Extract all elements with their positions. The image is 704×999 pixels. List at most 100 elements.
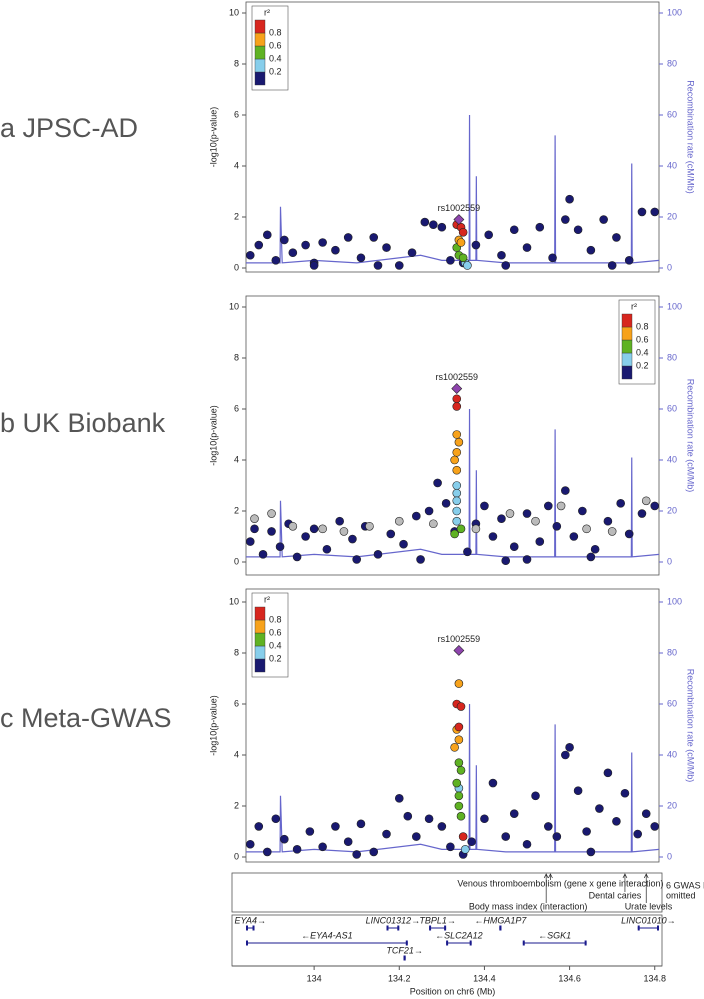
- snp-point: [590, 544, 600, 554]
- snp-point: [458, 832, 468, 841]
- lead-snp-label: rs1002559: [438, 634, 481, 644]
- snp-point: [480, 814, 489, 824]
- y2-tick-label: 60: [667, 109, 677, 119]
- snp-point: [452, 430, 462, 439]
- legend-swatch: [621, 339, 633, 354]
- gene-label: TBPL1→: [419, 915, 456, 925]
- snp-point: [452, 448, 462, 457]
- snp-point: [552, 832, 562, 841]
- snp-point: [535, 537, 545, 546]
- x-tick-label: 134.6: [558, 973, 581, 983]
- snp-point: [650, 501, 660, 511]
- snp-point: [480, 501, 489, 511]
- snp-point: [501, 261, 511, 270]
- snp-point: [382, 243, 391, 252]
- snp-point: [356, 253, 366, 263]
- snp-point: [420, 217, 430, 227]
- snp-point: [607, 261, 617, 270]
- snp-point: [548, 253, 557, 263]
- snp-point: [429, 519, 438, 529]
- recombination-line: [246, 408, 660, 558]
- snp-point: [586, 245, 596, 255]
- snp-point: [552, 521, 562, 531]
- snp-point: [454, 791, 464, 801]
- y2-tick-label: 60: [667, 403, 677, 413]
- snp-point: [267, 527, 276, 536]
- snp-point: [456, 811, 466, 821]
- y2-tick-label: 80: [667, 58, 677, 68]
- snp-point: [275, 542, 285, 552]
- legend-tick-label: 0.8: [636, 321, 649, 331]
- snp-point: [454, 758, 464, 767]
- snp-point: [620, 788, 630, 798]
- y-axis-label: -log10(p-value): [208, 107, 218, 168]
- snp-point: [650, 207, 660, 217]
- snp-point: [318, 842, 327, 852]
- snp-point: [497, 514, 506, 523]
- gene-label: ←SGK1: [538, 930, 571, 940]
- legend-swatch: [254, 645, 266, 660]
- gwas-label: Venous thromboembolism (gene x gene inte…: [457, 878, 663, 888]
- y2-tick-label: 80: [667, 352, 677, 362]
- snp-point: [460, 845, 470, 854]
- snp-point: [569, 532, 579, 541]
- snp-point: [463, 261, 472, 270]
- y-tick-label: 8: [234, 647, 239, 657]
- y2-tick-label: 40: [667, 454, 677, 464]
- y2-tick-label: 80: [667, 647, 677, 657]
- snp-point: [267, 509, 276, 518]
- y2-axis-label: Recombination rate (cM/Mb): [686, 669, 696, 783]
- legend-title: r²: [264, 594, 270, 604]
- snp-point: [637, 509, 647, 518]
- snp-point: [446, 256, 455, 265]
- gene-exon: [429, 925, 432, 931]
- x-tick-label: 134.2: [388, 973, 411, 983]
- snp-point: [292, 845, 302, 854]
- snp-point: [352, 555, 362, 564]
- snp-point: [612, 233, 621, 242]
- snp-point: [452, 496, 462, 506]
- panel-label: b UK Biobank: [0, 408, 166, 438]
- snp-point: [450, 529, 459, 539]
- legend-tick-label: 0.8: [269, 27, 282, 37]
- panel-label: c Meta-GWAS: [0, 703, 172, 733]
- snp-point: [454, 437, 464, 447]
- snp-point: [624, 529, 634, 539]
- y-axis-label: -log10(p-value): [208, 405, 218, 466]
- snp-point: [454, 801, 464, 811]
- snp-point: [309, 261, 319, 270]
- gene-label: ←HMGA1P7: [474, 915, 527, 925]
- snp-point: [280, 235, 289, 245]
- y2-tick-label: 40: [667, 749, 677, 759]
- gwas-label: Body mass index (interaction): [469, 901, 588, 911]
- y2-axis-label: Recombination rate (cM/Mb): [686, 379, 696, 493]
- snp-point: [522, 555, 532, 564]
- snp-point: [412, 832, 421, 841]
- legend-swatch: [621, 352, 633, 367]
- snp-point: [339, 527, 349, 536]
- snp-point: [446, 842, 455, 852]
- lead-snp-label: rs1002559: [435, 372, 478, 382]
- gwas-label: Urate levels: [625, 901, 673, 911]
- plot-frame: [245, 1, 660, 273]
- legend-tick-label: 0.6: [636, 334, 649, 344]
- legend-swatch: [254, 606, 266, 621]
- snp-point: [262, 847, 272, 857]
- snp-point: [612, 816, 621, 826]
- legend-swatch: [254, 58, 266, 73]
- recombination-line: [246, 114, 660, 264]
- snp-point: [501, 556, 511, 566]
- gene-exon: [522, 940, 525, 946]
- y2-tick-label: 0: [667, 556, 672, 566]
- legend-swatch: [621, 326, 633, 341]
- snp-point: [271, 256, 281, 265]
- snp-point: [641, 809, 651, 818]
- snp-point: [522, 839, 532, 849]
- snp-point: [450, 455, 459, 465]
- y-tick-label: 4: [234, 749, 239, 759]
- snp-point: [331, 822, 340, 831]
- y-tick-label: 8: [234, 352, 239, 362]
- y2-tick-label: 20: [667, 211, 677, 221]
- snp-point: [616, 499, 625, 508]
